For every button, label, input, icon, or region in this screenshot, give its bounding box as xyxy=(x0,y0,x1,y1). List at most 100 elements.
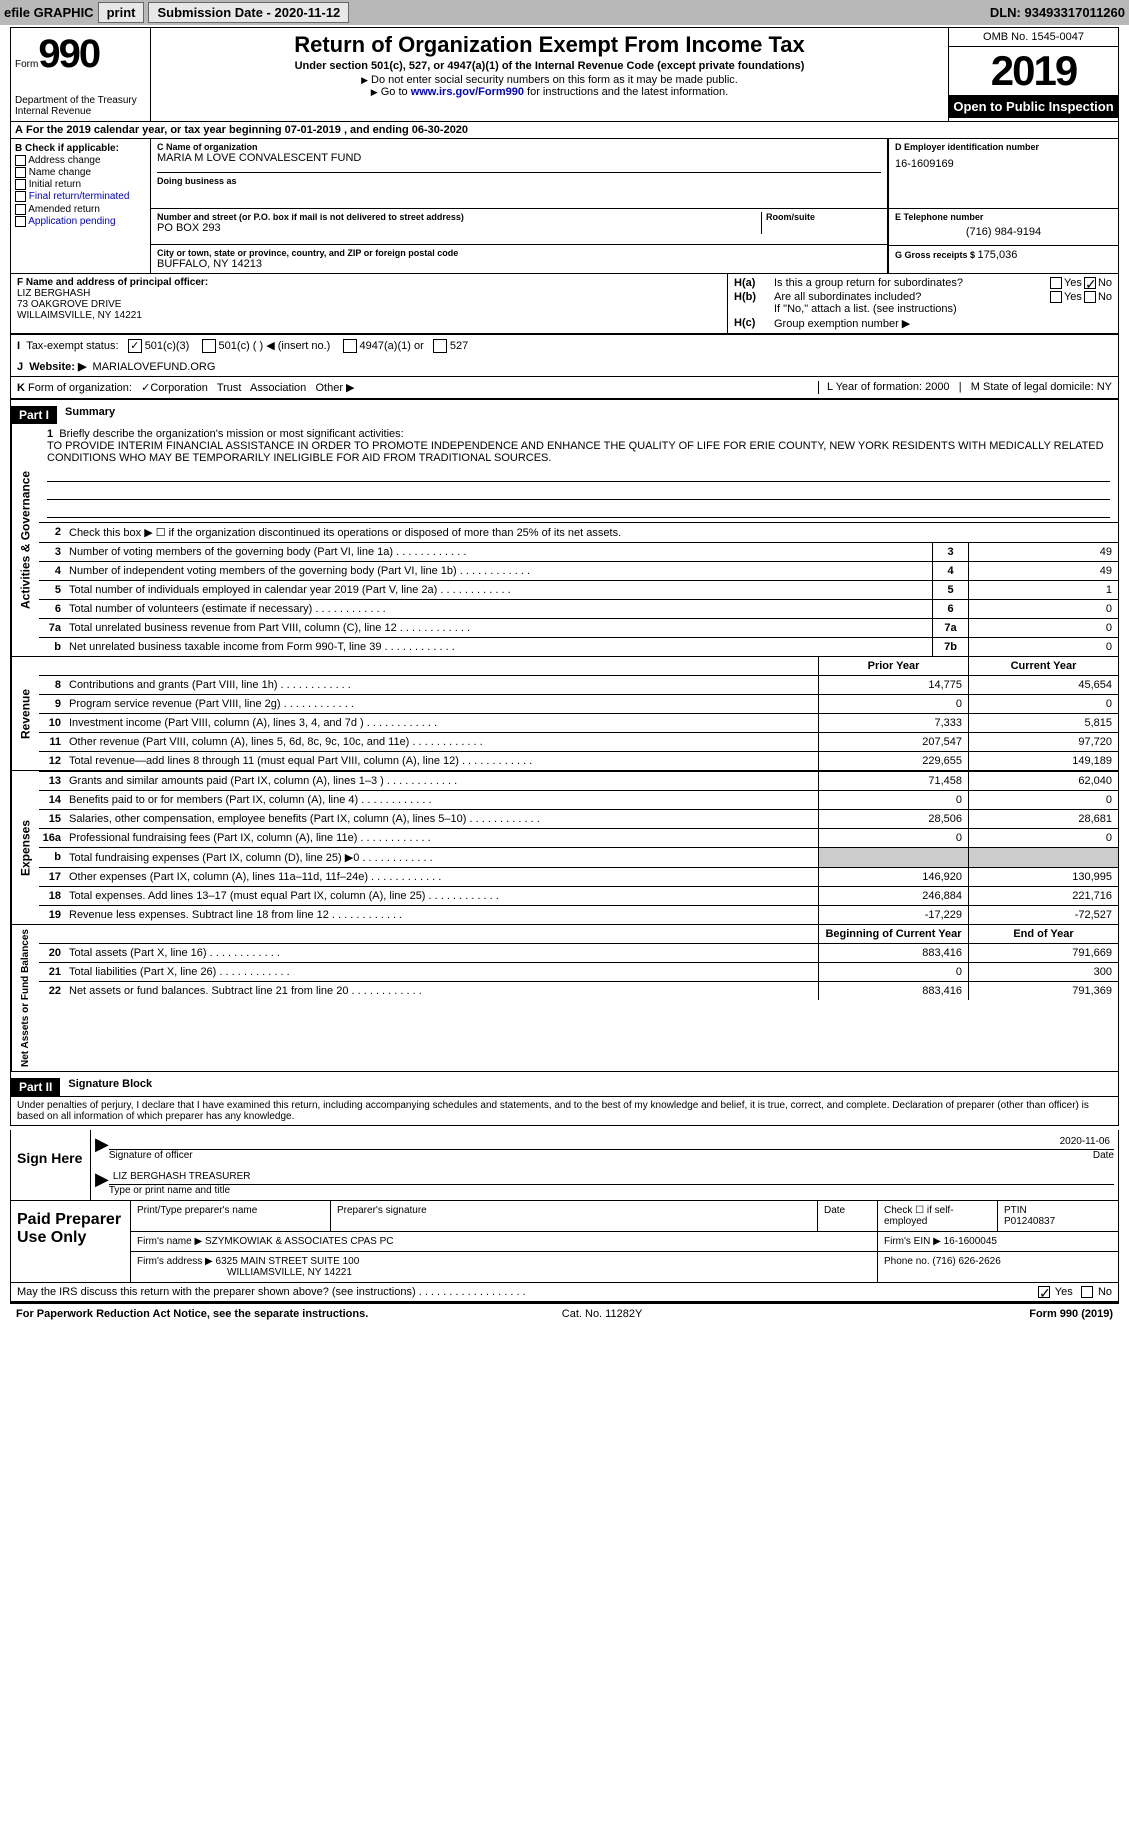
chk-initial-return[interactable]: Initial return xyxy=(15,179,146,190)
open-to-public: Open to Public Inspection xyxy=(949,95,1118,118)
hb-note: If "No," attach a list. (see instruction… xyxy=(734,303,1112,315)
form-header: Form990 Department of the Treasury Inter… xyxy=(10,27,1119,122)
gross-receipts-label: G Gross receipts $ xyxy=(895,250,978,260)
chk-4947[interactable] xyxy=(343,339,357,353)
firm-ein: 16-1600045 xyxy=(944,1236,997,1247)
chk-address-change[interactable]: Address change xyxy=(15,155,146,166)
ssn-warning: Do not enter social security numbers on … xyxy=(155,74,944,86)
efile-label: efile GRAPHIC xyxy=(4,5,94,20)
website-row: J Website: ▶ MARIALOVEFUND.ORG xyxy=(10,357,1119,377)
table-row: 11Other revenue (Part VIII, column (A), … xyxy=(39,732,1118,751)
cat-number: Cat. No. 11282Y xyxy=(562,1308,643,1320)
table-row: bTotal fundraising expenses (Part IX, co… xyxy=(39,847,1118,867)
firm-addr2: WILLIAMSVILLE, NY 14221 xyxy=(137,1267,352,1278)
sig-date-value: 2020-11-06 xyxy=(1056,1134,1114,1149)
hdr-current-year: Current Year xyxy=(968,657,1118,675)
footer-row: For Paperwork Reduction Act Notice, see … xyxy=(10,1302,1119,1324)
table-row: 22Net assets or fund balances. Subtract … xyxy=(39,981,1118,1000)
year-formation-label: L Year of formation: xyxy=(827,381,925,393)
sign-here-section: Sign Here ▶ 2020-11-06 Signature of offi… xyxy=(10,1130,1119,1201)
paid-preparer-label: Paid Preparer Use Only xyxy=(11,1201,131,1282)
org-name: MARIA M LOVE CONVALESCENT FUND xyxy=(157,152,881,164)
year-formation: 2000 xyxy=(925,381,949,393)
revenue-section: Revenue Prior Year Current Year 8Contrib… xyxy=(10,657,1119,771)
chk-501c[interactable] xyxy=(202,339,216,353)
org-name-label: C Name of organization xyxy=(157,142,881,152)
firm-name-label: Firm's name ▶ xyxy=(137,1236,205,1247)
section-b-label: B Check if applicable: xyxy=(15,143,146,154)
officer-city: WILLAIMSVILLE, NY 14221 xyxy=(17,310,721,321)
hdr-prior-year: Prior Year xyxy=(818,657,968,675)
side-revenue: Revenue xyxy=(11,657,39,770)
form-subtitle: Under section 501(c), 527, or 4947(a)(1)… xyxy=(155,60,944,72)
tax-exempt-row: I Tax-exempt status: ✓501(c)(3) 501(c) (… xyxy=(10,334,1119,357)
firm-phone: (716) 626-2626 xyxy=(932,1256,1000,1267)
ein-label: D Employer identification number xyxy=(895,142,1112,152)
chk-corporation[interactable]: ✓ xyxy=(141,382,150,394)
officer-name: LIZ BERGHASH xyxy=(17,288,721,299)
hb-text: Are all subordinates included? xyxy=(774,291,1048,303)
type-name-label: Type or print name and title xyxy=(109,1185,1114,1196)
net-assets-section: Net Assets or Fund Balances Beginning of… xyxy=(10,925,1119,1072)
top-bar: efile GRAPHIC print Submission Date - 20… xyxy=(0,0,1129,25)
table-row: 7aTotal unrelated business revenue from … xyxy=(39,618,1118,637)
chk-501c3[interactable]: ✓ xyxy=(128,339,142,353)
table-row: 8Contributions and grants (Part VIII, li… xyxy=(39,675,1118,694)
officer-group-section: F Name and address of principal officer:… xyxy=(10,274,1119,334)
expenses-section: Expenses 13Grants and similar amounts pa… xyxy=(10,771,1119,925)
officer-name-title: LIZ BERGHASH TREASURER xyxy=(109,1169,255,1184)
hb-no[interactable]: No xyxy=(1082,291,1112,303)
form-of-org-row: K Form of organization: ✓Corporation Tru… xyxy=(10,377,1119,399)
hb-yes[interactable]: Yes xyxy=(1048,291,1082,303)
table-row: 3Number of voting members of the governi… xyxy=(39,542,1118,561)
submission-date-button[interactable]: Submission Date - 2020-11-12 xyxy=(148,2,349,23)
discuss-row: May the IRS discuss this return with the… xyxy=(10,1283,1119,1302)
officer-street: 73 OAKGROVE DRIVE xyxy=(17,299,721,310)
table-row: 20Total assets (Part X, line 16)883,4167… xyxy=(39,943,1118,962)
hdr-end-year: End of Year xyxy=(968,925,1118,943)
chk-name-change[interactable]: Name change xyxy=(15,167,146,178)
table-row: bNet unrelated business taxable income f… xyxy=(39,637,1118,656)
room-label: Room/suite xyxy=(766,212,881,222)
self-employed-check[interactable]: Check ☐ if self-employed xyxy=(878,1201,998,1231)
ein-value: 16-1609169 xyxy=(895,152,1112,176)
firm-name: SZYMKOWIAK & ASSOCIATES CPAS PC xyxy=(205,1236,394,1247)
chk-amended-return[interactable]: Amended return xyxy=(15,204,146,215)
ha-yes[interactable]: Yes xyxy=(1048,277,1082,289)
hc-text: Group exemption number ▶ xyxy=(774,317,910,330)
city-label: City or town, state or province, country… xyxy=(157,248,881,258)
discuss-yes[interactable]: ✓ Yes xyxy=(1036,1286,1073,1298)
table-row: 17Other expenses (Part IX, column (A), l… xyxy=(39,867,1118,886)
dept-treasury: Department of the Treasury xyxy=(15,95,146,106)
part1-header: Part I xyxy=(11,406,57,424)
table-row: 5Total number of individuals employed in… xyxy=(39,580,1118,599)
part2-header: Part II xyxy=(11,1078,60,1096)
prep-sig-label: Preparer's signature xyxy=(331,1201,818,1231)
dept-irs: Internal Revenue xyxy=(15,106,146,117)
line-2: 2 Check this box ▶ ☐ if the organization… xyxy=(39,522,1118,542)
ha-label: H(a) xyxy=(734,277,774,289)
print-button[interactable]: print xyxy=(98,2,145,23)
discuss-no[interactable]: No xyxy=(1079,1286,1112,1298)
chk-527[interactable] xyxy=(433,339,447,353)
table-row: 16aProfessional fundraising fees (Part I… xyxy=(39,828,1118,847)
table-row: 4Number of independent voting members of… xyxy=(39,561,1118,580)
part2-title: Signature Block xyxy=(60,1078,152,1090)
city-value: BUFFALO, NY 14213 xyxy=(157,258,881,270)
chk-final-return[interactable]: Final return/terminated xyxy=(15,191,146,202)
hc-label: H(c) xyxy=(734,317,774,330)
table-row: 19Revenue less expenses. Subtract line 1… xyxy=(39,905,1118,924)
side-expenses: Expenses xyxy=(11,771,39,924)
officer-label: F Name and address of principal officer: xyxy=(17,277,721,288)
form-label: Form xyxy=(15,59,38,70)
governance-section: Activities & Governance 1 Briefly descri… xyxy=(10,424,1119,657)
side-governance: Activities & Governance xyxy=(11,424,39,656)
instructions-link[interactable]: www.irs.gov/Form990 xyxy=(411,86,524,98)
sign-here-label: Sign Here xyxy=(11,1130,91,1200)
table-row: 9Program service revenue (Part VIII, lin… xyxy=(39,694,1118,713)
chk-application-pending[interactable]: Application pending xyxy=(15,216,146,227)
ha-no[interactable]: ✓No xyxy=(1082,277,1112,289)
omb-number: OMB No. 1545-0047 xyxy=(949,28,1118,47)
penalty-declaration: Under penalties of perjury, I declare th… xyxy=(10,1096,1119,1126)
sig-officer-label: Signature of officer xyxy=(109,1150,1093,1161)
